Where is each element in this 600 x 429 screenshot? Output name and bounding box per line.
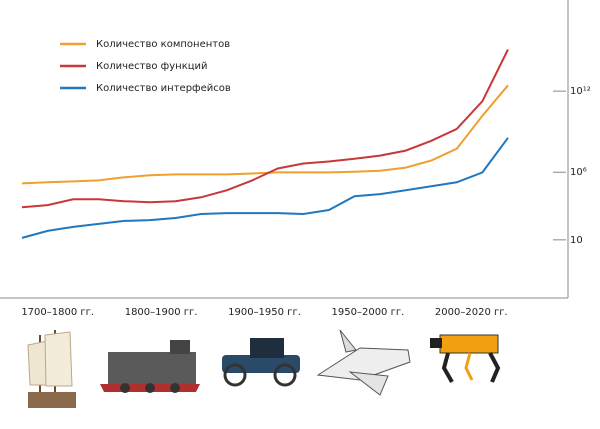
x-tick-label: 1900–1950 гг. [228,307,301,318]
car-icon [222,338,300,387]
train-icon [100,340,200,393]
series-line [21,49,509,209]
robot-dog-icon [430,334,501,383]
legend-label: Количество интерфейсов [96,83,231,94]
series-line [21,137,509,239]
ship-icon [27,330,76,408]
x-tick-label: 1950–2000 гг. [332,307,405,318]
y-tick-label: 10 [570,235,583,246]
x-tick-label: 1700–1800 гг. [21,307,94,318]
x-tick-label: 1800–1900 гг. [125,307,198,318]
legend-label: Количество компонентов [96,39,230,50]
icons [27,329,501,408]
x-tick-label: 2000–2020 гг. [435,307,508,318]
series-line [21,84,509,185]
y-tick-label: 10⁶ [570,167,587,178]
shuttle-icon [316,329,411,396]
y-tick-label: 10¹² [570,86,591,97]
legend-label: Количество функций [96,61,208,72]
